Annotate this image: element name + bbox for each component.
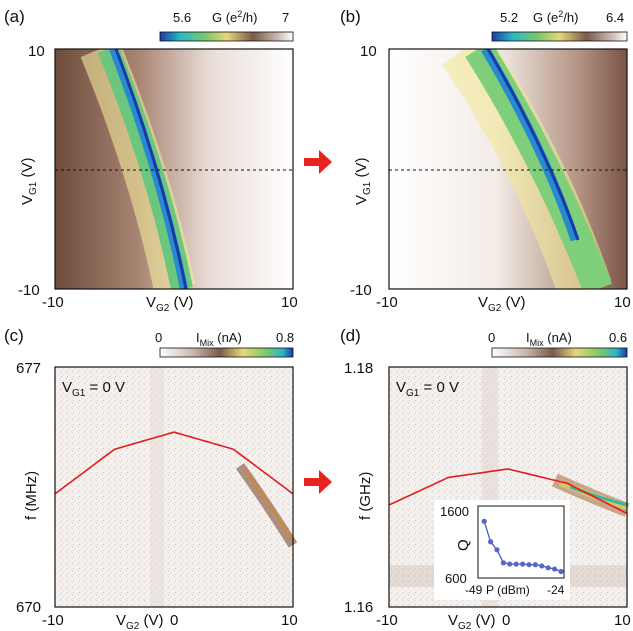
panel-a-label: (a) <box>4 7 25 26</box>
panel-b-ylabel: VG1 (V) <box>353 157 373 205</box>
inset-point <box>494 547 500 553</box>
panel-d-signal-core <box>569 485 628 507</box>
panel-d-ytick-bottom: 1.16 <box>344 599 373 616</box>
arrow-c-to-d <box>304 470 332 494</box>
inset-point <box>558 568 564 575</box>
panel-b-label: (b) <box>340 7 361 26</box>
panel-a-xtick-right: 10 <box>281 294 298 311</box>
panel-a: (a) 5.6 7 G (e2/h) 10 -10 -10 10 VG2 (V)… <box>4 7 298 314</box>
panel-c-xtick-mid: 0 <box>170 612 178 629</box>
panel-a-ytick-bottom: -10 <box>18 282 40 299</box>
inset-point <box>481 518 487 524</box>
panel-d-ylabel: f (GHz) <box>357 472 374 520</box>
inset-point <box>539 563 545 569</box>
panel-c-faint-stripe <box>150 367 164 607</box>
inset-point <box>545 565 551 571</box>
panel-b: (b) 5.2 6.4 G (e2/h) 10 -10 -10 10 VG2 (… <box>340 7 631 314</box>
inset-xlabel: P (dBm) <box>486 583 530 597</box>
panel-d-label: (d) <box>340 326 361 345</box>
panel-b-ytick-top: 10 <box>360 43 377 60</box>
panel-a-colorbar <box>159 31 294 42</box>
panel-b-colorbar <box>491 31 628 42</box>
panel-c-ylabel: f (MHz) <box>23 471 40 520</box>
panel-c-xtick-right: 10 <box>281 612 298 629</box>
panel-c-signal-core <box>243 469 295 541</box>
inset-point <box>488 539 494 545</box>
panel-c-annotation: VG1 = 0 V <box>62 379 125 399</box>
inset-points <box>481 518 564 575</box>
panel-c-fit-curve <box>54 431 294 495</box>
panel-a-colorbar-max: 7 <box>282 10 289 25</box>
panel-a-xtick-left: -10 <box>42 294 64 311</box>
panel-c-xlabel: VG2 (V) <box>116 612 164 631</box>
panel-b-colorbar-min: 5.2 <box>500 10 518 25</box>
panel-c-colorbar-min: 0 <box>155 330 162 345</box>
panel-d-inset: 1600 600 Q -49 P (dBm) -24 <box>434 500 570 600</box>
panel-c-frame <box>54 366 294 608</box>
panel-d-colorbar-max: 0.6 <box>609 330 627 345</box>
inset-ylabel: Q <box>455 539 472 551</box>
panel-a-colorbar-min: 5.6 <box>173 10 191 25</box>
panel-d-xtick-right: 10 <box>614 612 631 629</box>
panel-b-xtick-left: -10 <box>376 294 398 311</box>
panel-d-xlabel: VG2 (V) <box>448 612 496 631</box>
panel-d-colorbar-min: 0 <box>488 330 495 345</box>
panel-d-colorbar <box>491 347 628 358</box>
panel-a-colorbar-label: G (e2/h) <box>212 9 257 25</box>
panel-d-xtick-mid: 0 <box>502 612 510 629</box>
panel-c-colorbar-max: 0.8 <box>276 330 294 345</box>
panel-b-ytick-bottom: -10 <box>350 282 372 299</box>
inset-point <box>513 561 519 567</box>
inset-xtick-left: -49 <box>465 583 483 597</box>
panel-b-frame <box>388 48 628 290</box>
panel-a-frame <box>54 48 294 290</box>
arrow-a-to-b <box>304 150 332 174</box>
panel-b-xtick-right: 10 <box>614 294 631 311</box>
panel-b-colorbar-label: G (e2/h) <box>533 9 578 25</box>
inset-point <box>552 566 558 572</box>
panel-c-label: (c) <box>4 326 24 345</box>
panel-d-frame <box>388 366 628 608</box>
panel-c-xtick-left: -10 <box>42 612 64 629</box>
inset-point <box>526 562 532 568</box>
panel-c-signal-band <box>235 463 298 548</box>
panel-c-ytick-bottom: 670 <box>16 599 41 616</box>
panel-d: (d) 0 0.6 IMix (nA) VG1 = 0 V 1.18 1.16 … <box>340 326 631 631</box>
panel-d-annotation: VG1 = 0 V <box>396 379 459 399</box>
inset-point <box>532 562 539 568</box>
inset-ytick-top: 1600 <box>440 504 469 519</box>
panel-c-colorbar-label: IMix (nA) <box>196 330 242 348</box>
panel-b-ridge <box>442 49 612 289</box>
panel-c-colorbar <box>159 347 294 358</box>
inset-ytick-bottom: 600 <box>445 571 467 586</box>
panel-a-ylabel: VG1 (V) <box>19 157 39 205</box>
panel-d-xtick-left: -10 <box>376 612 398 629</box>
inset-point <box>500 560 506 566</box>
panel-b-xlabel: VG2 (V) <box>478 294 526 314</box>
panel-a-ytick-top: 10 <box>28 43 45 60</box>
panel-d-colorbar-label: IMix (nA) <box>526 330 572 348</box>
inset-xtick-right: -24 <box>547 583 565 597</box>
inset-point <box>520 561 526 567</box>
panel-c: (c) 0 0.8 IMix (nA) VG1 = 0 V 677 670 -1… <box>4 326 298 631</box>
panel-a-xlabel: VG2 (V) <box>146 294 194 314</box>
panel-d-fit-curve <box>388 468 628 515</box>
panel-b-colorbar-max: 6.4 <box>606 10 624 25</box>
panel-d-ytick-top: 1.18 <box>344 360 373 377</box>
panel-c-ytick-top: 677 <box>16 360 41 377</box>
inset-point <box>507 561 513 567</box>
